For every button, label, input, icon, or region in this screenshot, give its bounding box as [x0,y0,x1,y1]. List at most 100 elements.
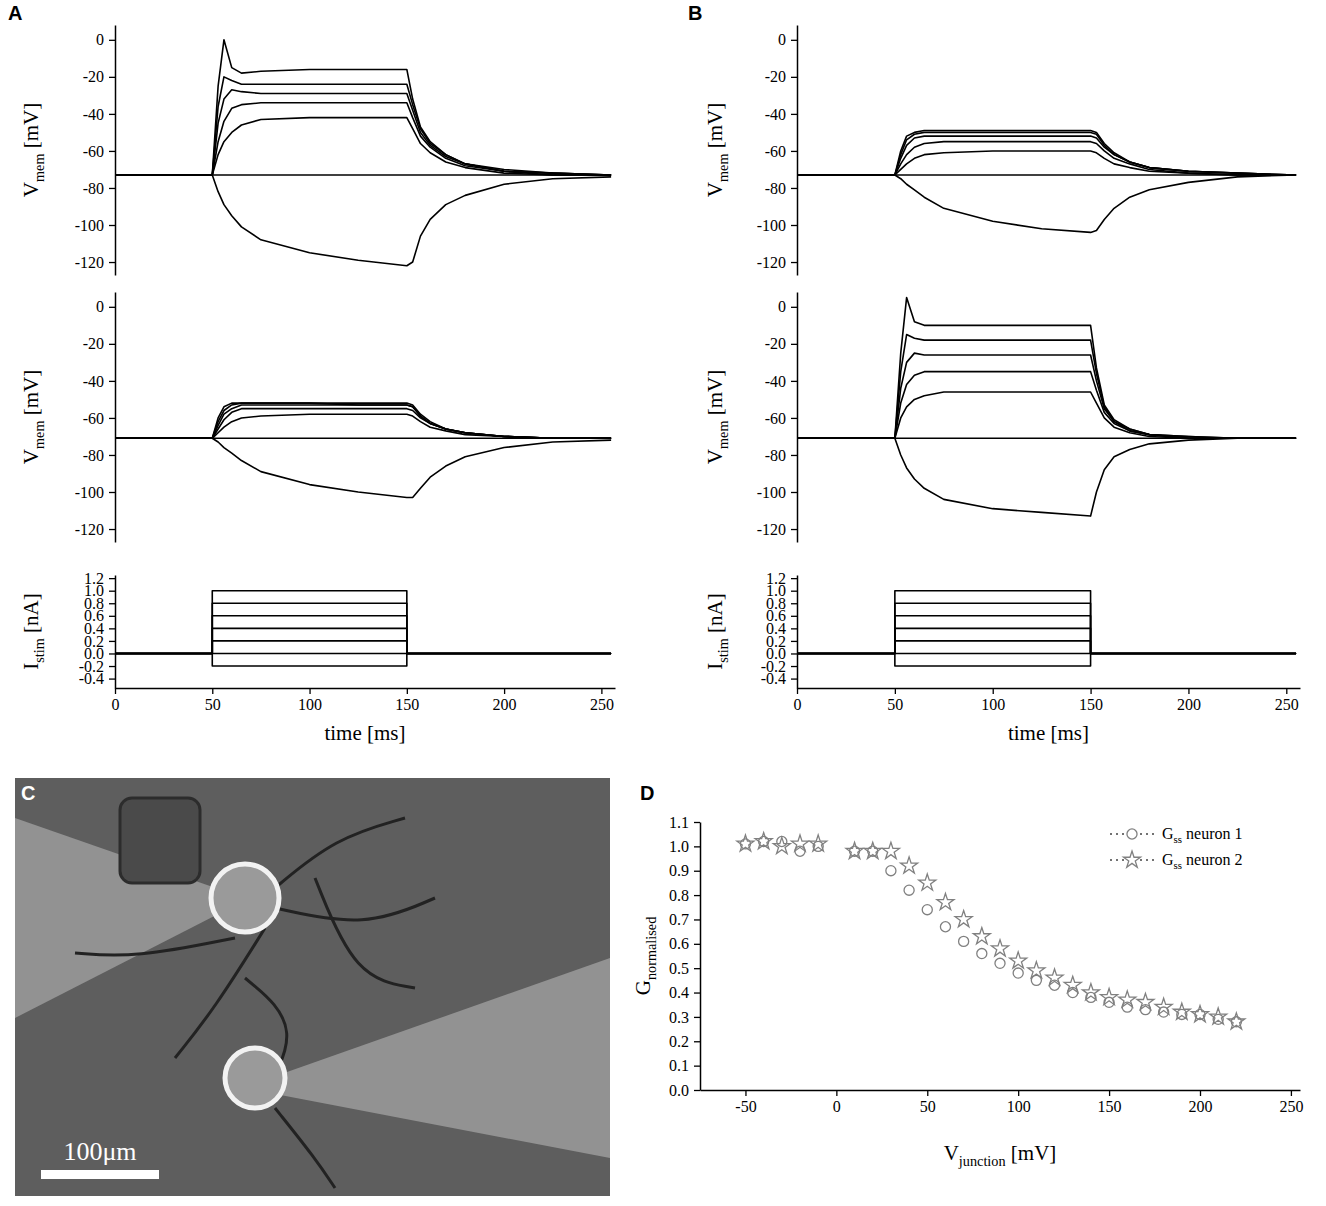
point [977,949,987,959]
tick-mark [791,529,797,530]
x-axis-title: time [ms] [1008,721,1089,745]
tick-mark [1291,1090,1292,1096]
tick: -80 [765,447,797,464]
tick-label: 200 [1189,1098,1213,1115]
trace [797,392,1296,438]
tick: -20 [83,335,115,352]
tick: 0.1 [669,1057,700,1074]
tick-mark [109,578,115,579]
tick-label: -100 [757,217,786,234]
point [937,893,954,909]
tick-mark [791,418,797,419]
tick-mark [109,225,115,226]
tick-mark [115,688,116,694]
tick-label: 50 [887,696,903,713]
panel: 0.00.10.20.30.40.50.60.70.80.91.01.1-500… [631,814,1303,1169]
tick-label: 0.2 [669,1033,689,1050]
tick-mark [109,529,115,530]
axis-line [798,688,1301,690]
tick-label: -100 [75,484,104,501]
scale-bar-label: 100μm [63,1137,136,1166]
trace [115,628,611,653]
tick-mark [601,688,602,694]
tick-mark [791,641,797,642]
point [940,922,950,932]
legend-item: Gss neuron 2 [1110,851,1242,871]
tick-mark [1200,1090,1201,1096]
tick-label: -80 [765,180,786,197]
tick-mark [212,688,213,694]
tick: -120 [757,521,797,538]
tick-label: 0.3 [669,1009,689,1026]
tick-label: 250 [590,696,614,713]
tick-label: -50 [735,1098,756,1115]
tick-label: -40 [765,373,786,390]
tick-label: -40 [83,373,104,390]
panel-letter: D [640,782,654,804]
point [919,874,936,890]
points [737,833,1245,1029]
tick: 0 [96,298,115,315]
tick: 100 [298,688,322,713]
tick: 200 [1189,1090,1213,1115]
tick: 50 [205,688,221,713]
y-axis: 0-20-40-60-80-100-120 [757,26,798,276]
point [1101,988,1118,1004]
tick-mark [791,225,797,226]
point [1010,952,1027,968]
tick-label: 0.5 [669,960,689,977]
tick-mark [109,151,115,152]
tick-mark [791,492,797,493]
tick: -100 [75,217,115,234]
tick-label: 100 [298,696,322,713]
tick-mark [694,1017,700,1018]
tick: -80 [83,180,115,197]
tick-label: 0 [833,1098,841,1115]
tick-mark [836,1090,837,1096]
trace [797,175,1296,232]
tick: 0.4 [669,984,700,1001]
tick-label: -40 [765,106,786,123]
tick-label: -20 [765,68,786,85]
trace [115,103,611,175]
panel: 0-20-40-60-80-100-120Vmem [mV] [703,26,1296,276]
tick-mark [109,188,115,189]
tick: 50 [920,1090,936,1115]
tick: -60 [83,410,115,427]
tick: 0 [794,688,802,713]
tick-label: 250 [1275,696,1299,713]
tick-label: -100 [75,217,104,234]
tick-label: 0.8 [669,887,689,904]
point [737,835,754,851]
tick-label: 1.0 [669,838,689,855]
legend: Gss neuron 1Gss neuron 2 [1110,825,1242,871]
tick: -120 [75,254,115,271]
point [846,842,863,858]
y-axis-title: Gnormalised [631,917,659,996]
neurite [275,818,405,888]
tick-mark [407,688,408,694]
y-axis-title: Vmem [mV] [19,370,47,464]
point [755,833,772,849]
debris [120,798,200,883]
y-axis-title: Istim [nA] [703,593,731,669]
tick-mark [1018,1090,1019,1096]
trace [797,335,1296,439]
tick-mark [1286,688,1287,694]
tick-label: -60 [765,410,786,427]
tick-label: 0.6 [669,935,689,952]
tick: 0.9 [669,862,700,879]
tick-mark [791,40,797,41]
tick: -40 [83,106,115,123]
point [1082,984,1099,1000]
tick-label: 1.2 [766,570,786,587]
tick-label: 0.7 [669,911,689,928]
tick-mark [109,492,115,493]
tick-mark [791,591,797,592]
tick: 150 [1079,688,1103,713]
neurite [275,898,435,920]
tick: -100 [75,484,115,501]
tick-mark [791,262,797,263]
tick-label: 0 [778,298,786,315]
photo-content [15,778,610,1196]
